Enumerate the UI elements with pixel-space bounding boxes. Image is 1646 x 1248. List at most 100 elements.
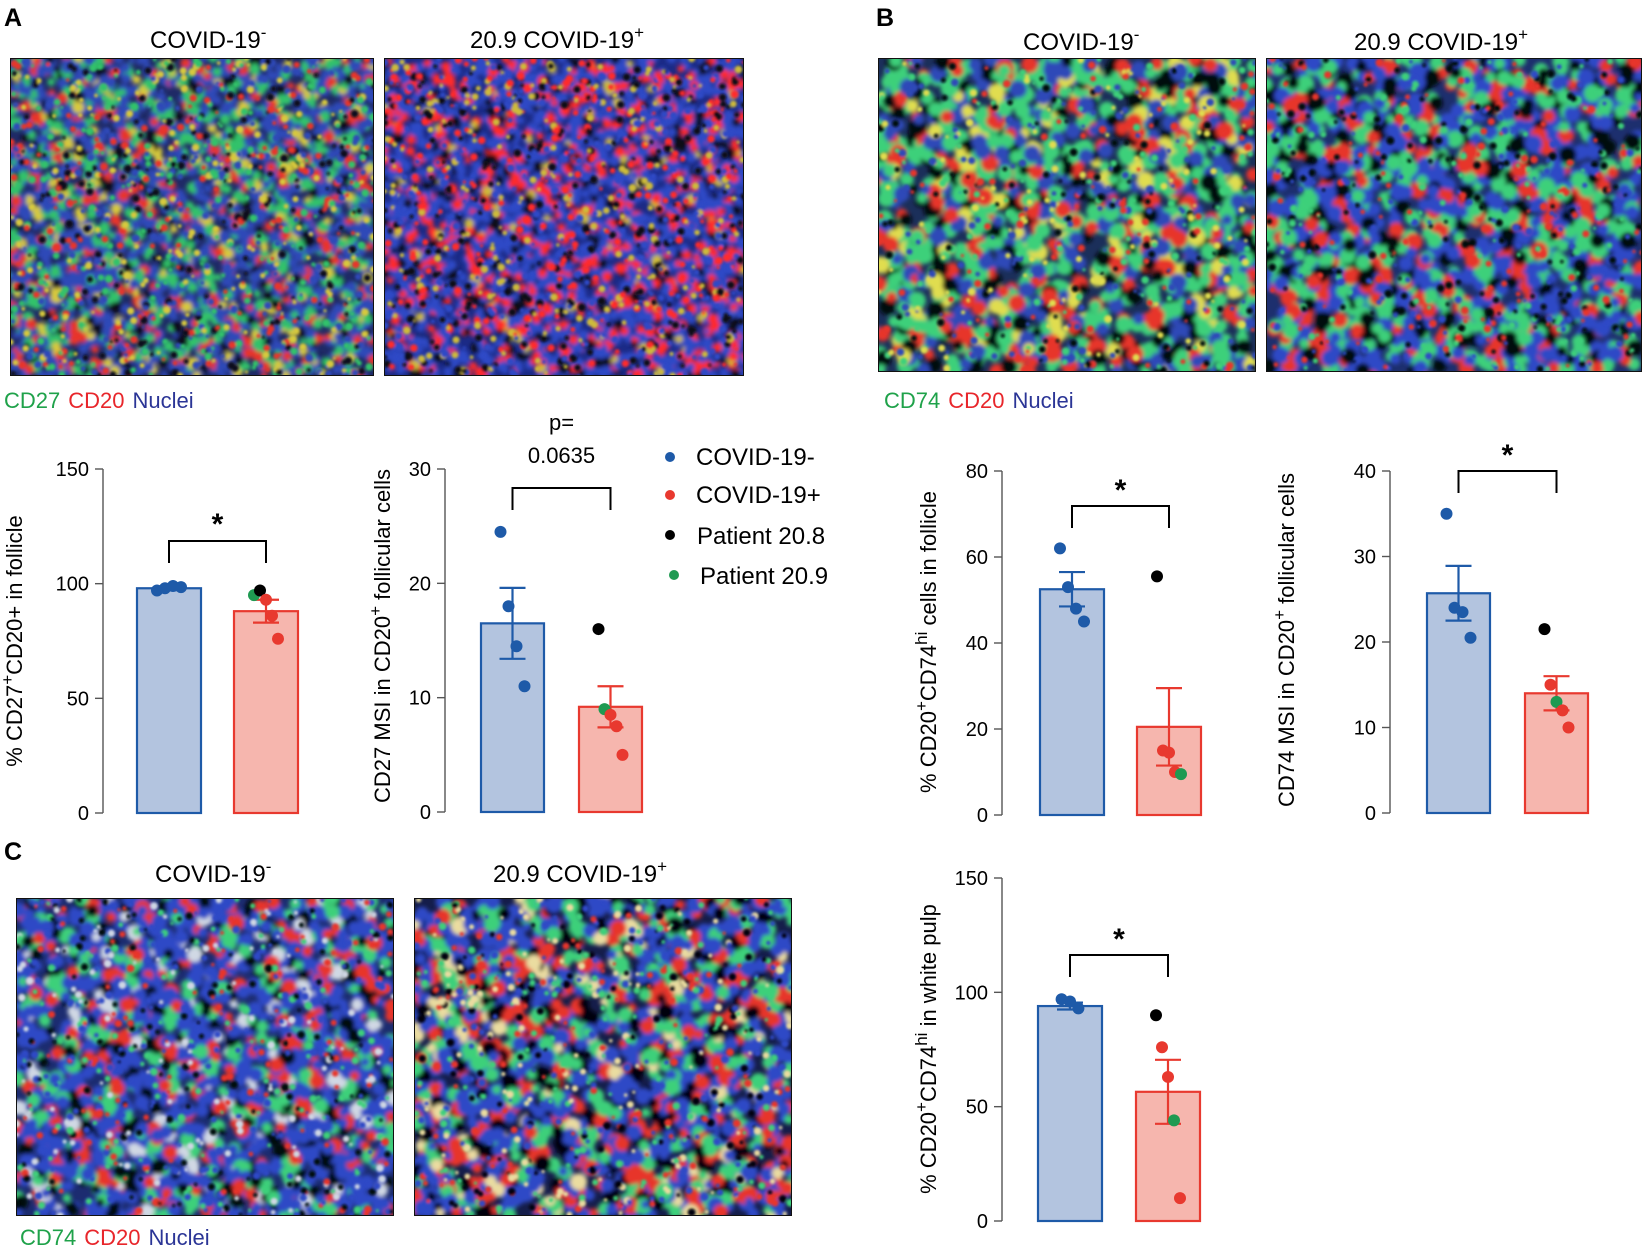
cell-texture (10, 58, 374, 376)
significance-star: * (1502, 439, 1514, 472)
y-tick-label: 0 (977, 1211, 988, 1233)
data-point (494, 525, 507, 538)
bar-chart-2: 0 10 20 30 CD27 MSI in CD20+ follicular cell… (366, 410, 644, 824)
legend-label: COVID-19- (696, 444, 815, 471)
data-point (254, 584, 266, 597)
y-tick-label: 0 (78, 803, 89, 825)
y-tick-label: 30 (1354, 547, 1376, 569)
y-tick-label: 0 (1365, 803, 1376, 825)
data-point (1054, 542, 1066, 555)
data-point (1072, 1002, 1085, 1015)
y-tick-label: 100 (955, 982, 988, 1004)
data-point (1168, 1114, 1180, 1127)
data-point (1562, 721, 1575, 734)
y-tick-label: 80 (966, 461, 988, 483)
data-point (1078, 615, 1090, 628)
legend-marker (665, 490, 675, 500)
data-point (260, 593, 272, 606)
y-axis-label: % CD27+CD20+ in follicle (0, 515, 27, 766)
data-point (1156, 1041, 1168, 1054)
y-tick-label: 20 (966, 719, 988, 741)
bar-covid-positive (1523, 692, 1590, 815)
panel-letter-a: A (4, 4, 22, 32)
data-point (502, 600, 515, 613)
data-point (1440, 507, 1453, 520)
y-axis-label: CD27 MSI in CD20+ follicular cells (366, 469, 395, 803)
y-tick-label: 60 (966, 547, 988, 569)
y-tick-label: 40 (966, 633, 988, 655)
data-point (266, 609, 278, 622)
y-tick-label: 50 (966, 1097, 988, 1119)
data-point (610, 720, 623, 733)
bar-covid-negative (1036, 1004, 1104, 1223)
significance-bracket (511, 487, 612, 510)
stain-label: Nuclei (133, 388, 194, 413)
y-tick-label: 10 (409, 688, 431, 710)
image-title: 20.9 COVID-19+ (493, 857, 667, 888)
stain-caption: CD74 CD20 Nuclei (884, 388, 1074, 413)
stain-caption: CD74 CD20 Nuclei (20, 1225, 210, 1248)
stain-label: Nuclei (149, 1225, 210, 1248)
y-tick-label: 20 (409, 573, 431, 595)
microscopy-image (10, 58, 374, 376)
y-tick-label: 0 (977, 805, 988, 827)
cell-texture (414, 898, 792, 1216)
data-point (1151, 570, 1163, 583)
legend-label: COVID-19+ (696, 482, 821, 509)
stain-caption: CD27 CD20 Nuclei (4, 388, 194, 413)
data-point (1175, 768, 1187, 781)
microscopy-image (414, 898, 792, 1216)
image-title: 20.9 COVID-19+ (470, 23, 644, 54)
cell-texture (16, 898, 394, 1216)
data-point (616, 748, 629, 761)
y-tick-label: 40 (1354, 461, 1376, 483)
bar-chart-3: 0 20 40 60 80 % CD20+CD74hi cells in follicle… (912, 461, 1203, 827)
data-point (272, 632, 284, 645)
data-point (1550, 695, 1563, 708)
data-point (518, 680, 531, 693)
image-title: COVID-19- (155, 857, 271, 888)
p-value-label: p= (549, 410, 574, 435)
y-tick-label: 10 (1354, 718, 1376, 740)
y-tick-label: 30 (409, 459, 431, 481)
microscopy-images (10, 58, 1642, 1216)
y-tick-label: 150 (955, 868, 988, 890)
microscopy-image (384, 58, 744, 376)
significance-star: * (212, 508, 224, 541)
significance-bracket (1071, 505, 1170, 528)
data-point (1538, 623, 1551, 636)
data-point (1150, 1009, 1162, 1022)
data-point (592, 623, 605, 636)
stain-label: CD74 (884, 388, 940, 413)
p-value: 0.0635 (528, 443, 595, 468)
legend-label: Patient 20.8 (697, 523, 825, 550)
y-tick-label: 150 (56, 459, 89, 481)
stain-label: Nuclei (1013, 388, 1074, 413)
data-point (1062, 581, 1074, 594)
bar-covid-positive (1134, 1090, 1202, 1223)
image-title: 20.9 COVID-19+ (1354, 25, 1528, 56)
cell-texture (878, 58, 1256, 372)
microscopy-image (1266, 58, 1642, 372)
bar-covid-negative (135, 587, 203, 815)
stain-label: CD20 (84, 1225, 140, 1248)
y-axis-label: % CD20+CD74hi cells in follicle (912, 491, 941, 793)
y-axis-label: % CD20+CD74hi in white pulp (912, 904, 941, 1194)
significance-bracket (168, 540, 267, 563)
data-point (1464, 631, 1477, 644)
bar-covid-negative (1425, 592, 1492, 815)
y-axis-label: CD74 MSI in CD20+ follicular cells (1270, 473, 1299, 807)
significance-star: * (1113, 923, 1125, 956)
legend-marker (669, 570, 679, 580)
data-point (510, 640, 523, 653)
legend: COVID-19- COVID-19+ Patient 20.8 Patient… (665, 444, 828, 590)
significance-star: * (1115, 474, 1127, 507)
data-point (1064, 995, 1076, 1008)
microscopy-image (878, 58, 1256, 372)
legend-label: Patient 20.9 (700, 563, 828, 590)
bar-covid-positive (232, 610, 300, 815)
data-point (1162, 1070, 1174, 1083)
panel-letter-c: C (4, 838, 22, 866)
cell-texture (1266, 58, 1642, 372)
